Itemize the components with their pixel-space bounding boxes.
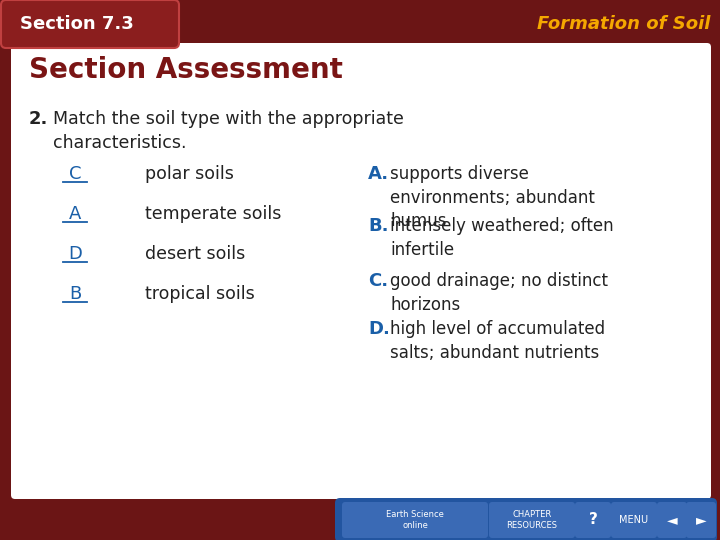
- Text: A.: A.: [368, 165, 389, 183]
- Text: CHAPTER
RESOURCES: CHAPTER RESOURCES: [506, 510, 557, 530]
- Text: ◄: ◄: [667, 513, 678, 527]
- Text: Formation of Soil: Formation of Soil: [536, 15, 710, 33]
- Text: Match the soil type with the appropriate
characteristics.: Match the soil type with the appropriate…: [53, 110, 404, 152]
- Text: Section 7.3: Section 7.3: [20, 15, 134, 33]
- Text: Section Assessment: Section Assessment: [29, 56, 343, 84]
- Text: high level of accumulated
salts; abundant nutrients: high level of accumulated salts; abundan…: [390, 320, 605, 362]
- FancyBboxPatch shape: [686, 502, 716, 538]
- Text: D.: D.: [368, 320, 390, 338]
- Text: D: D: [68, 245, 82, 263]
- FancyBboxPatch shape: [657, 502, 687, 538]
- FancyBboxPatch shape: [1, 0, 179, 48]
- Text: A: A: [69, 205, 81, 223]
- Text: desert soils: desert soils: [145, 245, 246, 263]
- Text: intensely weathered; often
infertile: intensely weathered; often infertile: [390, 217, 613, 259]
- Text: ►: ►: [696, 513, 706, 527]
- Text: good drainage; no distinct
horizons: good drainage; no distinct horizons: [390, 272, 608, 314]
- Text: C.: C.: [368, 272, 388, 290]
- Text: B: B: [69, 285, 81, 303]
- FancyBboxPatch shape: [335, 498, 717, 540]
- FancyBboxPatch shape: [611, 502, 657, 538]
- Text: C: C: [68, 165, 81, 183]
- FancyBboxPatch shape: [342, 502, 488, 538]
- Bar: [0, 500, 720, 540]
- Text: polar soils: polar soils: [145, 165, 234, 183]
- Text: B.: B.: [368, 217, 389, 235]
- Text: ?: ?: [588, 512, 598, 528]
- Text: supports diverse
environments; abundant
humus: supports diverse environments; abundant …: [390, 165, 595, 230]
- Text: Earth Science
online: Earth Science online: [386, 510, 444, 530]
- Text: temperate soils: temperate soils: [145, 205, 282, 223]
- Bar: [0, 0, 720, 48]
- Text: MENU: MENU: [619, 515, 649, 525]
- FancyBboxPatch shape: [489, 502, 575, 538]
- Text: tropical soils: tropical soils: [145, 285, 255, 303]
- FancyBboxPatch shape: [575, 502, 611, 538]
- Text: 2.: 2.: [29, 110, 48, 128]
- FancyBboxPatch shape: [11, 43, 711, 499]
